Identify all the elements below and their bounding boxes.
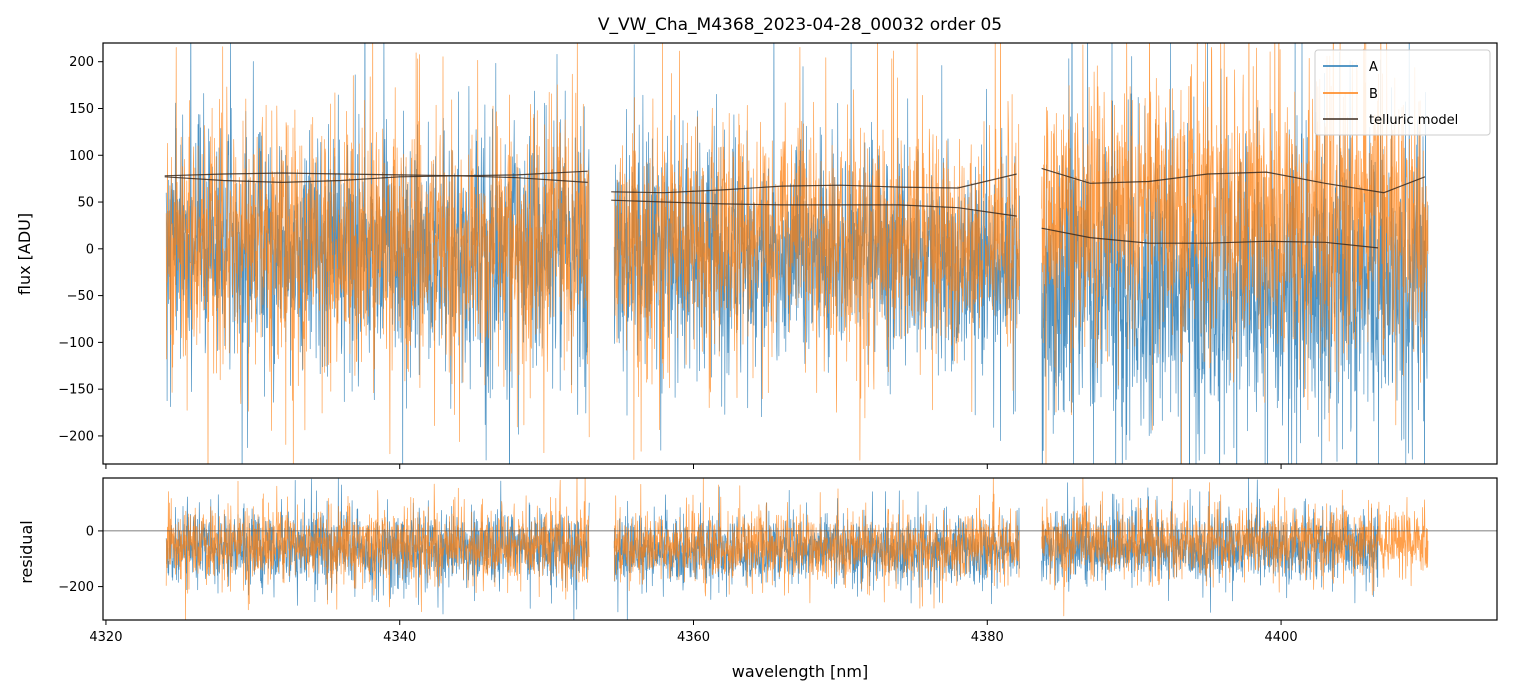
telluric-model-curve [1041,167,1426,194]
legend: A B telluric model [1314,49,1491,136]
legend-label-b: B [1369,87,1378,102]
y-tick-label: 50 [77,196,94,211]
top-panel: 200 150 100 50 0 −50 −100 −150 −200 flux [ADU] A… [15,42,1498,469]
y-tick-label: −150 [58,383,94,398]
x-tick-label: 4380 [971,630,1004,645]
bottom-y-axis: 0 −200 [58,524,103,595]
bottom-x-axis: 4320 4340 4360 4380 4400 [89,620,1298,645]
y-tick-label: 150 [69,102,94,117]
chart-title: V_VW_Cha_M4368_2023-04-28_00032 order 05 [598,15,1002,35]
top-x-axis [105,464,1282,469]
series-b-line [613,43,1020,461]
top-y-axis: 200 150 100 50 0 −50 −100 −150 −200 [58,55,103,444]
series-b-line [1041,43,1429,464]
y-tick-label: 0 [86,524,94,539]
telluric-model-curve [164,170,588,177]
bottom-panel: 0 −200 4320 4340 4360 4380 4400 residual wave… [17,477,1498,681]
y-tick-label: −50 [67,289,94,304]
x-tick-label: 4400 [1265,630,1298,645]
series-b-line [613,478,1020,609]
y-tick-label: 100 [69,149,94,164]
series-b-line [165,478,590,620]
bottom-axes-frame [102,477,1498,621]
bottom-y-axis-label: residual [17,520,36,583]
series-b-line [165,43,590,464]
y-tick-label: −200 [58,580,94,595]
legend-label-a: A [1369,60,1378,75]
y-tick-label: −200 [58,429,94,444]
y-tick-label: −100 [58,336,94,351]
y-tick-label: 200 [69,55,94,70]
top-axes-frame [102,42,1498,465]
x-tick-label: 4340 [383,630,416,645]
x-axis-label: wavelength [nm] [732,662,869,681]
telluric-model-curve [164,175,588,184]
legend-box [1314,49,1491,136]
telluric-model-curve [611,173,1017,194]
legend-label-telluric: telluric model [1369,113,1458,128]
telluric-model-curve [1041,227,1379,249]
y-tick-label: 0 [86,242,94,257]
telluric-model-curve [611,199,1017,217]
top-y-axis-label: flux [ADU] [15,213,34,295]
bottom-plot-area [103,478,1497,620]
series-b-line [1041,478,1429,617]
top-plot-area [164,43,1429,464]
x-tick-label: 4320 [89,630,122,645]
x-tick-label: 4360 [677,630,710,645]
